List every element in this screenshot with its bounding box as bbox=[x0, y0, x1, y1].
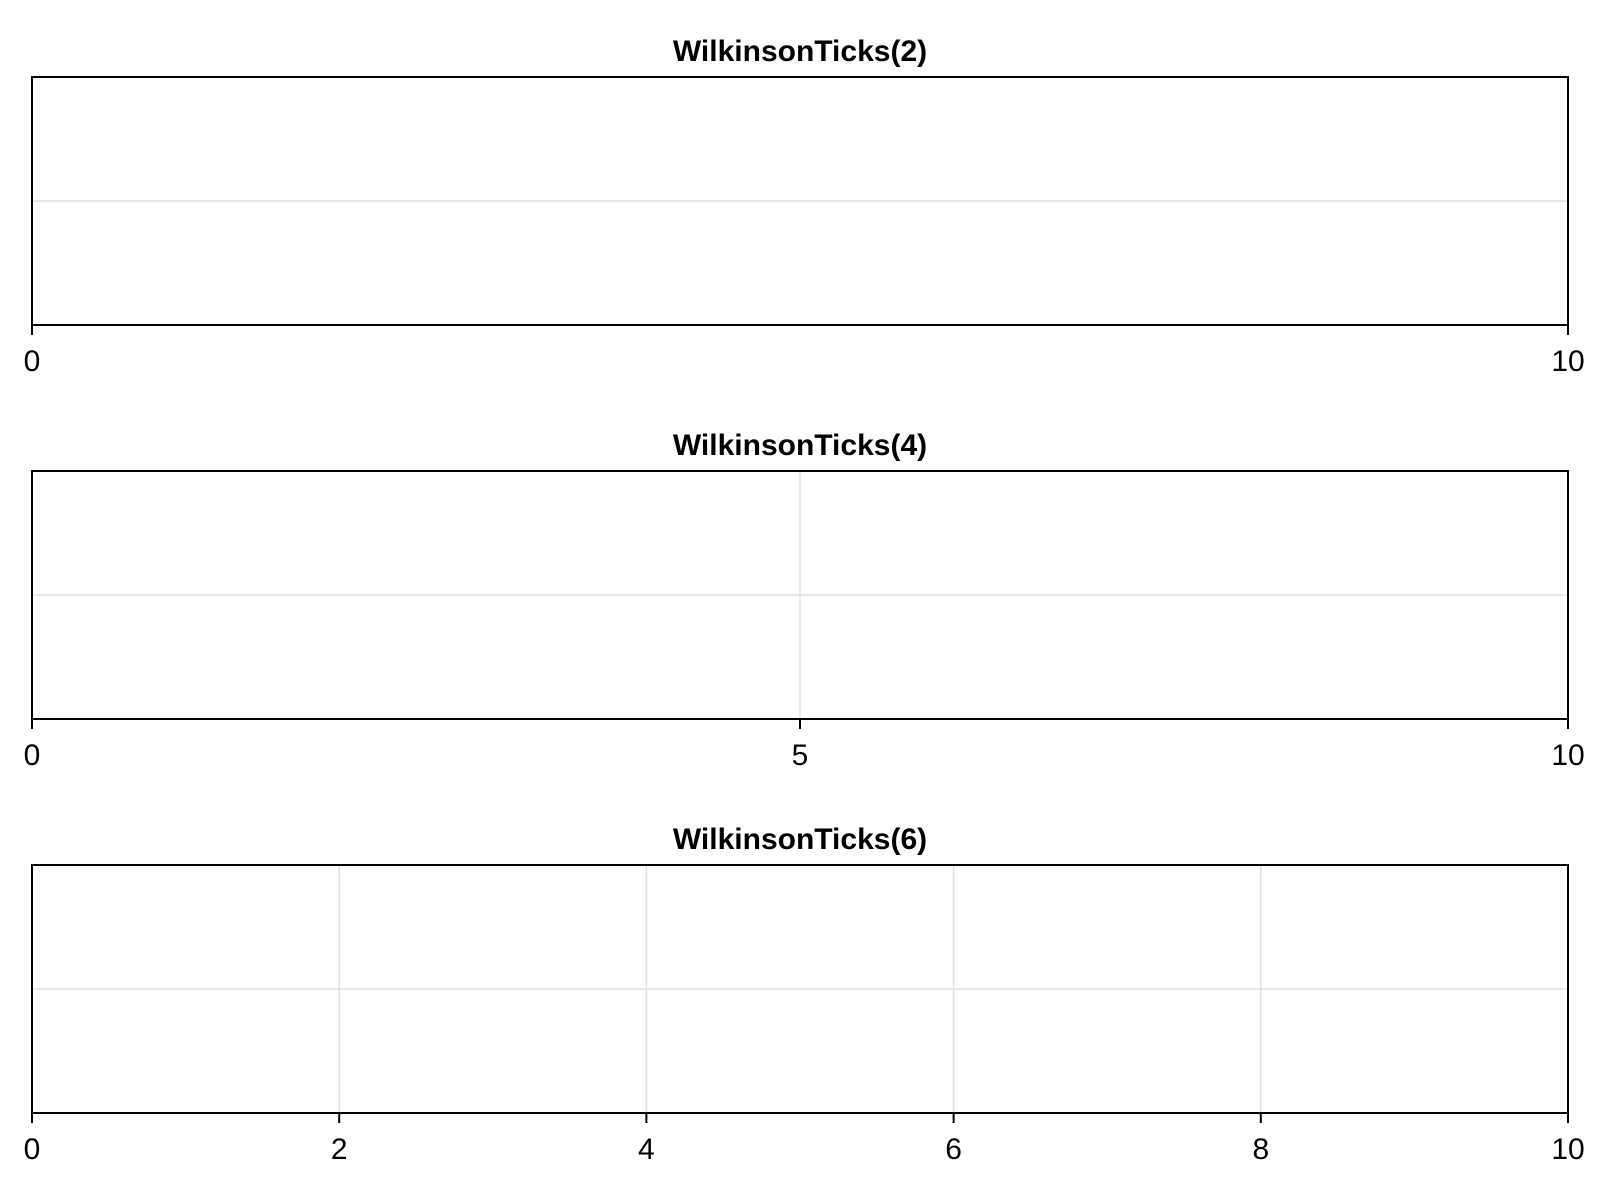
x-tick-label: 2 bbox=[331, 1133, 348, 1166]
x-tick-label: 0 bbox=[24, 1133, 41, 1166]
x-tick-label: 8 bbox=[1252, 1133, 1269, 1166]
chart-panel-2: WilkinsonTicks(4) 0 5 10 bbox=[24, 429, 1585, 772]
chart-title: WilkinsonTicks(2) bbox=[673, 35, 927, 68]
axis-frame bbox=[31, 76, 1569, 326]
chart-panel-3: WilkinsonTicks(6) 0 2 4 6 8 10 bbox=[24, 823, 1585, 1166]
chart-panel-1: WilkinsonTicks(2) 0 10 bbox=[24, 35, 1585, 378]
x-tick-label: 5 bbox=[792, 739, 809, 772]
x-tick-label: 10 bbox=[1551, 739, 1584, 772]
x-tick-label: 4 bbox=[638, 1133, 655, 1166]
x-tick-label: 10 bbox=[1551, 1133, 1584, 1166]
x-tick-label: 10 bbox=[1551, 345, 1584, 378]
x-tick-label: 6 bbox=[945, 1133, 962, 1166]
x-tick-label: 0 bbox=[24, 345, 41, 378]
chart-title: WilkinsonTicks(6) bbox=[673, 823, 927, 856]
chart-title: WilkinsonTicks(4) bbox=[673, 429, 927, 462]
axis-frame bbox=[31, 864, 1569, 1114]
x-tick-label: 0 bbox=[24, 739, 41, 772]
